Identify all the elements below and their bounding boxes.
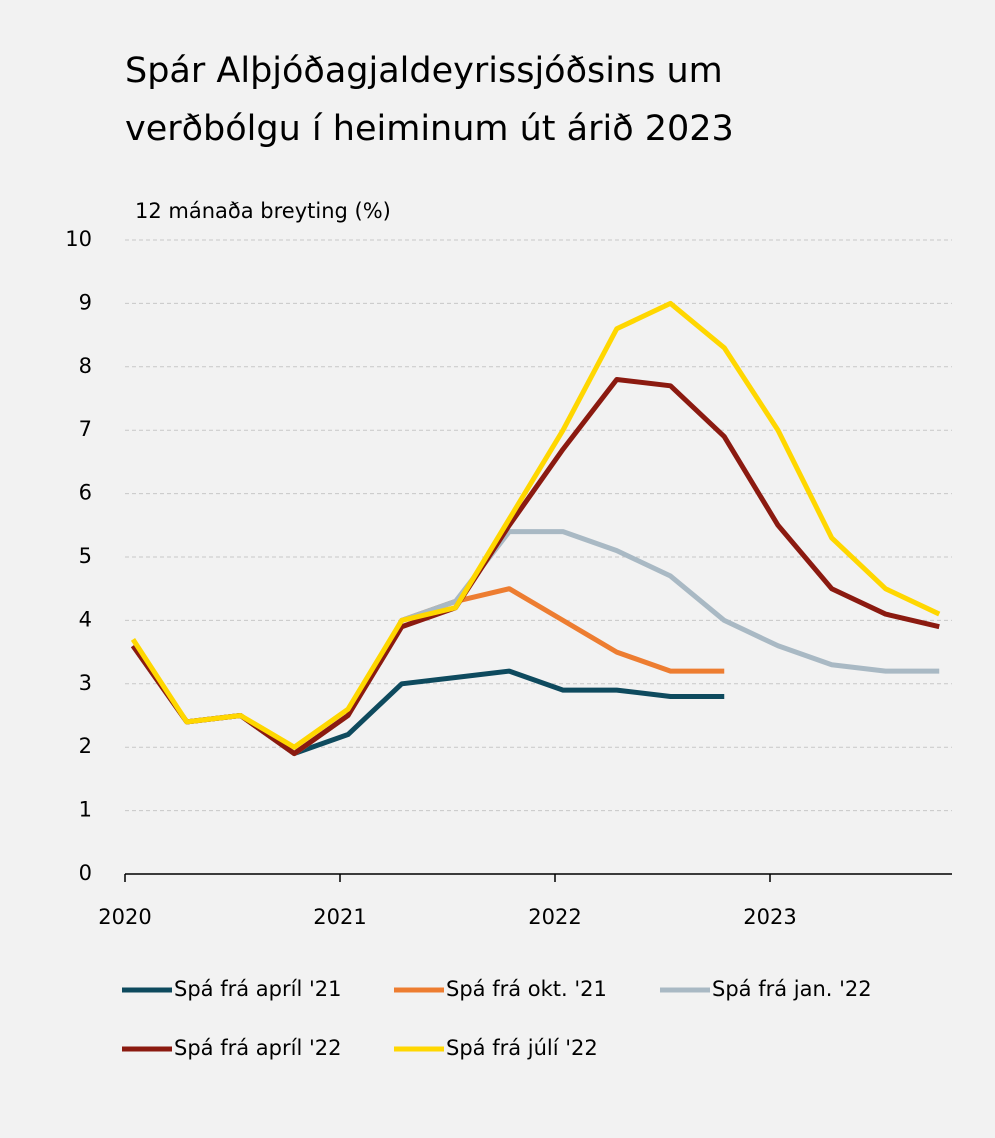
- series-line: [130, 376, 940, 757]
- y-tick-label: 2: [79, 734, 92, 758]
- x-tick-label: 2022: [528, 905, 581, 929]
- y-tick-label: 6: [79, 481, 92, 505]
- y-tick-label: 10: [65, 227, 92, 251]
- y-tick-label: 0: [79, 861, 92, 885]
- legend-label: Spá frá apríl '21: [174, 977, 341, 1001]
- series-line: [130, 300, 941, 750]
- y-tick-label: 5: [79, 544, 92, 568]
- legend-label: Spá frá júlí '22: [446, 1036, 598, 1060]
- series-line: [130, 644, 725, 757]
- y-tick-label: 7: [79, 417, 92, 441]
- x-tick-label: 2020: [98, 905, 151, 929]
- y-axis-label: 12 mánaða breyting (%): [135, 199, 391, 223]
- series-line: [130, 529, 940, 757]
- legend-label: Spá frá jan. '22: [712, 977, 872, 1001]
- chart-title: Spár Alþjóðagjaldeyrissjóðsins um: [125, 51, 723, 91]
- y-tick-label: 4: [79, 607, 92, 631]
- x-tick-label: 2021: [313, 905, 366, 929]
- y-tick-label: 8: [79, 354, 92, 378]
- x-tick-label: 2023: [743, 905, 796, 929]
- y-tick-label: 1: [79, 798, 92, 822]
- legend-label: Spá frá okt. '21: [446, 977, 607, 1001]
- chart-title: verðbólgu í heiminum út árið 2023: [125, 109, 734, 149]
- y-tick-label: 3: [79, 671, 92, 695]
- y-tick-label: 9: [79, 290, 92, 314]
- legend-label: Spá frá apríl '22: [174, 1036, 341, 1060]
